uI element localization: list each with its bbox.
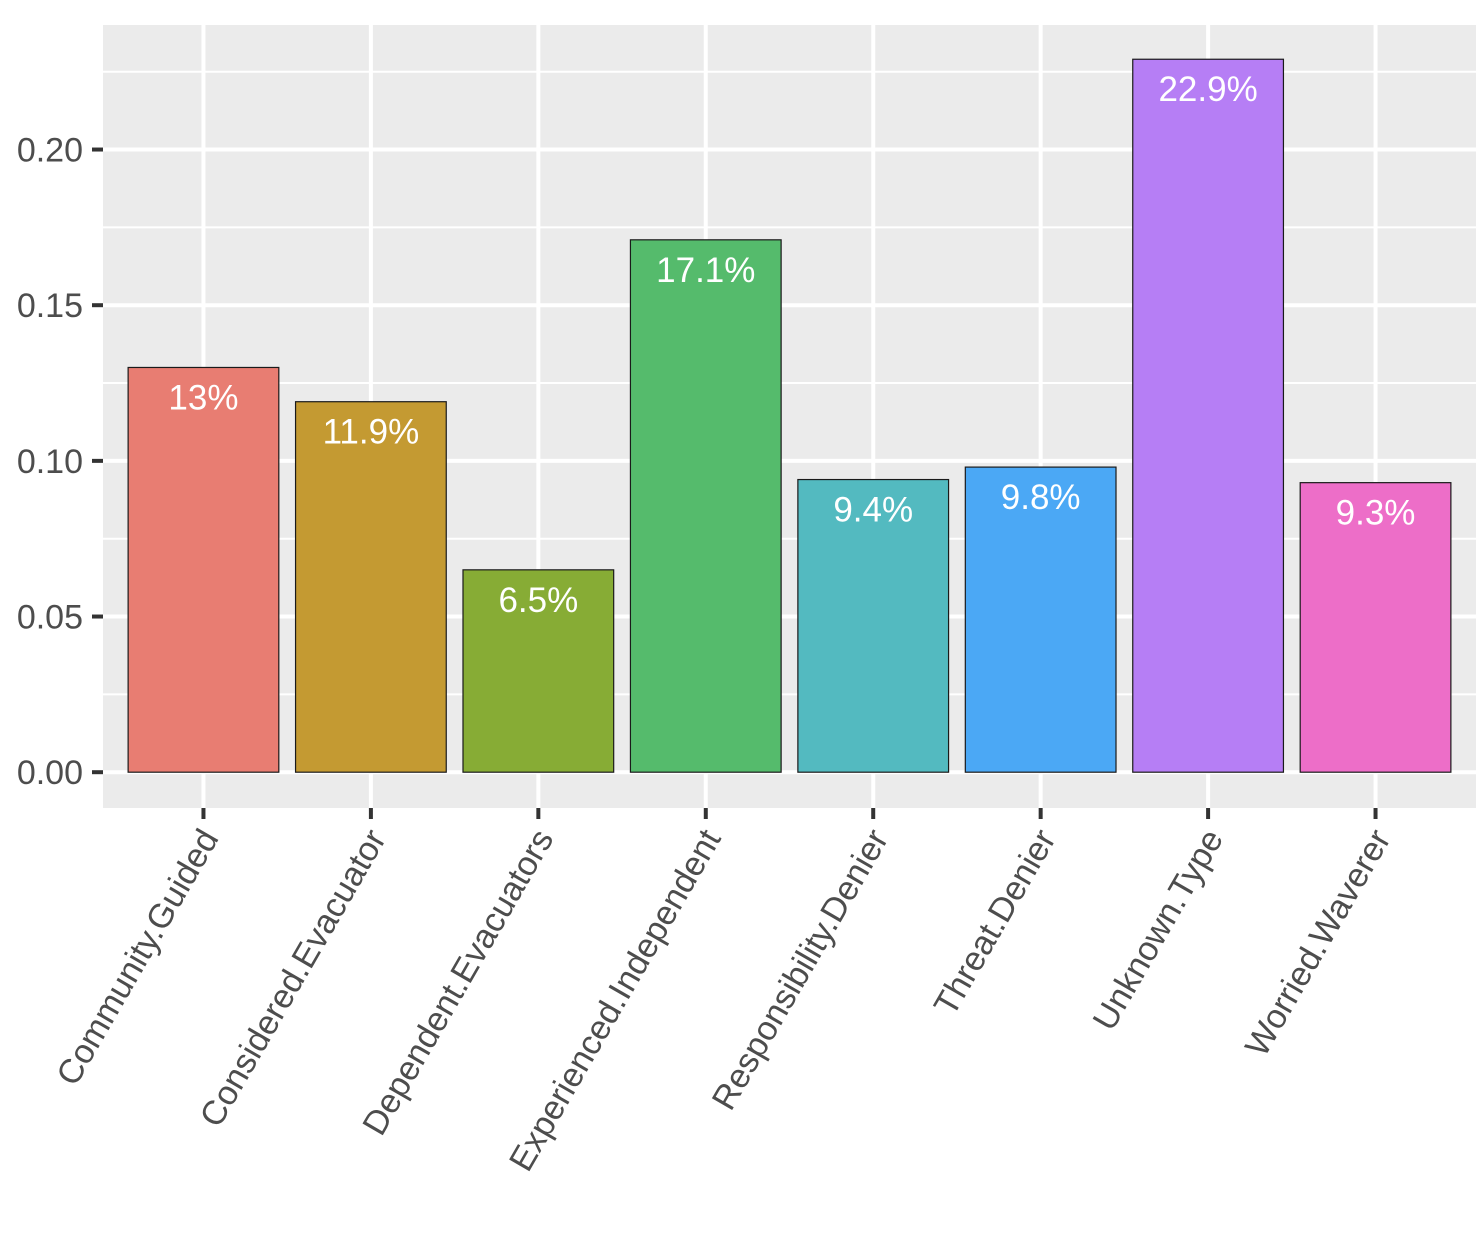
bar-worried-waverer: [1299, 482, 1452, 773]
bar-value-label: 22.9%: [1158, 70, 1257, 109]
bar-value-label: 9.8%: [1001, 478, 1081, 517]
bar-community-guided: [127, 366, 280, 773]
bar-value-label: 17.1%: [656, 251, 755, 290]
x-tick-label: Community.Guided: [49, 823, 226, 1092]
bar-dependent-evacuators: [462, 569, 615, 773]
bar-value-label: 9.4%: [833, 491, 913, 530]
bars: [127, 58, 1452, 773]
x-tick-label: Worried.Waverer: [1238, 823, 1398, 1063]
bar-value-label: 9.3%: [1336, 494, 1416, 533]
x-tick-label: Responsibility.Denier: [705, 823, 896, 1116]
x-tick-label: Dependent.Evacuators: [355, 823, 561, 1142]
y-tick-label: 0.15: [17, 287, 83, 325]
x-tick-label: Threat.Denier: [927, 823, 1064, 1022]
y-tick-label: 0.10: [17, 443, 83, 481]
x-axis: Community.GuidedConsidered.EvacuatorDepe…: [49, 808, 1398, 1178]
bar-unknown-type: [1132, 58, 1285, 773]
bar-value-labels: 13% 11.9% 6.5% 17.1% 9.4% 9.8% 22.9% 9.3%: [168, 70, 1415, 620]
bar-value-label: 11.9%: [323, 413, 420, 452]
y-tick-label: 0.20: [17, 132, 83, 170]
bar-value-label: 13%: [168, 378, 238, 417]
y-axis: 0.00 0.05 0.10 0.15 0.20: [17, 132, 103, 792]
bar-value-label: 6.5%: [498, 581, 578, 620]
y-tick-label: 0.00: [17, 754, 83, 792]
y-tick-label: 0.05: [17, 599, 83, 637]
bar-experienced-independent: [629, 239, 782, 773]
x-tick-label: Unknown.Type: [1086, 823, 1231, 1037]
bar-considered-evacuator: [294, 401, 447, 773]
x-tick-label: Considered.Evacuator: [193, 823, 394, 1133]
bar-threat-denier: [964, 466, 1117, 773]
bar-responsibility-denier: [797, 478, 950, 773]
